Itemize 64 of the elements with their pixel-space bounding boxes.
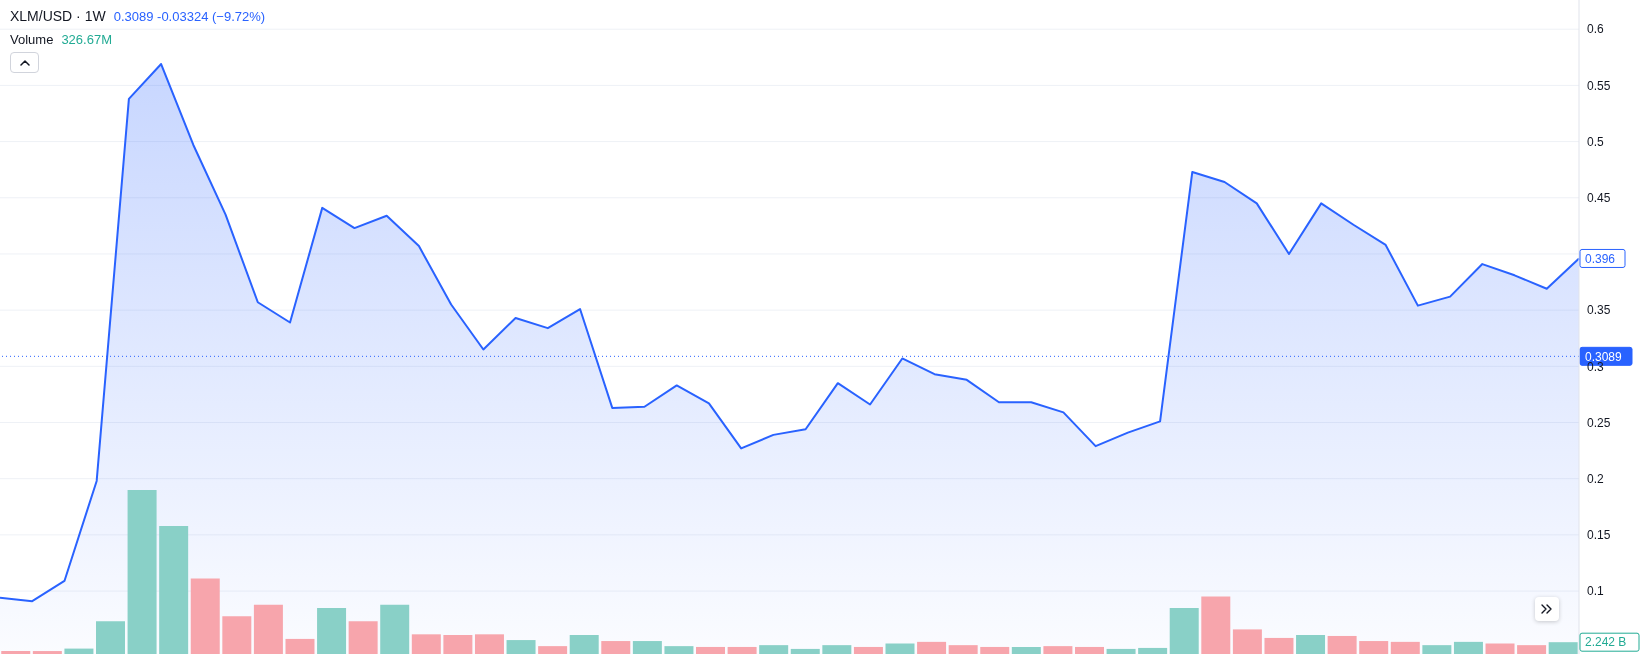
- bar: [1422, 645, 1452, 654]
- bar: [664, 646, 694, 654]
- bar: [538, 646, 568, 654]
- bar: [1264, 637, 1294, 654]
- bar: [159, 526, 189, 654]
- bar: [1327, 635, 1357, 654]
- bar: [1390, 641, 1420, 654]
- y-tick-label: 0.25: [1587, 415, 1611, 430]
- annotation: 326.67M: [61, 32, 112, 47]
- bar: [853, 646, 883, 654]
- bar: [1, 651, 31, 654]
- bar: [822, 645, 852, 654]
- bar: [190, 578, 220, 654]
- bar: [506, 640, 536, 654]
- bar: [980, 646, 1010, 654]
- y-tick-label: 0.15: [1587, 528, 1611, 543]
- bar: [253, 604, 283, 654]
- y-tick-label: 0.5: [1587, 134, 1605, 149]
- bar: [1074, 646, 1104, 654]
- bar: [127, 490, 157, 654]
- bar: [64, 648, 94, 654]
- bar: [1138, 647, 1168, 654]
- y-tick-label: 0.2: [1587, 471, 1605, 486]
- bar: [1011, 646, 1041, 654]
- bar: [917, 641, 947, 654]
- bar: [948, 645, 978, 654]
- bar: [1169, 608, 1199, 654]
- text: XLM/USD · 1W: [10, 8, 106, 24]
- y-tick-label: 0.35: [1587, 303, 1611, 318]
- bar: [1359, 641, 1389, 654]
- bar: [1043, 646, 1073, 654]
- bar: [1232, 629, 1262, 654]
- bar: [1517, 645, 1547, 654]
- bar: [411, 634, 441, 654]
- bar: [632, 641, 662, 654]
- data-label: 0.396: [1585, 251, 1616, 266]
- bar: [348, 621, 378, 654]
- bar: [1201, 596, 1231, 654]
- bar: [317, 608, 347, 654]
- y-tick-label: 0.55: [1587, 78, 1611, 93]
- chart-title: Volume: [10, 32, 54, 47]
- bar: [1296, 634, 1326, 654]
- bar: [790, 648, 820, 654]
- bar: [1453, 641, 1483, 654]
- y-tick-label: 0.1: [1587, 584, 1605, 599]
- bar: [727, 646, 757, 654]
- bar: [96, 621, 125, 654]
- bar: [1485, 643, 1515, 654]
- y-tick-label: 0.6: [1587, 22, 1605, 37]
- bar: [443, 634, 473, 654]
- bar: [601, 641, 631, 654]
- bar: [1106, 648, 1136, 654]
- bar: [380, 604, 410, 654]
- bar: [885, 643, 915, 654]
- bar: [696, 646, 726, 654]
- annotation: 2.242 B: [1585, 635, 1627, 650]
- y-tick-label: 0.45: [1587, 191, 1611, 206]
- bar: [569, 634, 599, 654]
- bar: [222, 616, 252, 654]
- bar: [285, 638, 315, 654]
- bar: [759, 645, 789, 654]
- bar: [32, 651, 62, 654]
- text: 0.3089 -0.03324 (−9.72%): [113, 9, 266, 24]
- bar: [474, 634, 504, 654]
